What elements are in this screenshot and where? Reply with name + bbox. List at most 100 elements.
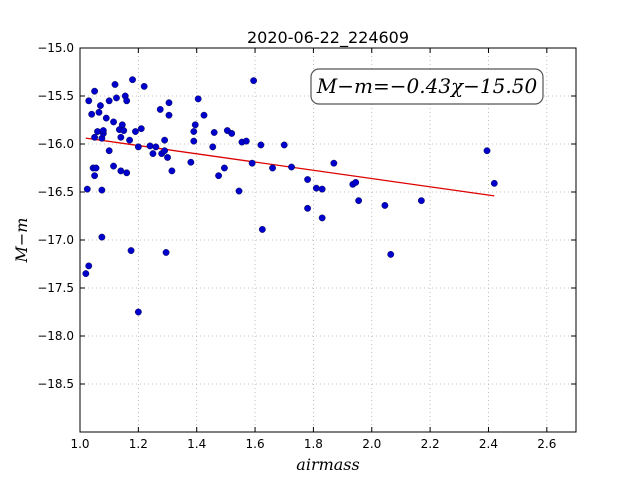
data-point (304, 176, 311, 183)
data-point (221, 164, 228, 172)
data-point (161, 136, 169, 144)
data-point (387, 250, 395, 258)
y-tick-label: −18.0 (37, 329, 74, 343)
data-point (117, 133, 125, 141)
data-point (165, 111, 173, 119)
y-tick-label: −18.5 (37, 377, 74, 391)
data-point (318, 214, 326, 222)
annotation-box (310, 68, 544, 105)
data-point (190, 128, 198, 135)
y-tick-label: −17.5 (37, 281, 74, 295)
y-tick-label: −15.0 (37, 41, 74, 55)
data-point (149, 150, 157, 158)
data-point (228, 130, 236, 137)
data-point (242, 137, 250, 145)
y-tick-label: −16.5 (37, 185, 74, 199)
x-tick-label: 1.4 (187, 437, 206, 451)
data-points (82, 76, 498, 316)
data-point (417, 197, 425, 205)
y-axis-label: M−m (12, 218, 31, 264)
data-point (105, 97, 113, 105)
data-point (111, 81, 119, 88)
data-point (288, 163, 295, 171)
x-tick-label: 1.8 (304, 437, 323, 451)
data-point (248, 159, 256, 167)
data-point (156, 106, 164, 113)
data-point (91, 87, 98, 95)
data-point (280, 141, 288, 149)
data-point (312, 184, 320, 192)
x-tick-label: 2.4 (479, 437, 498, 451)
data-point (140, 83, 148, 90)
data-point (191, 121, 199, 129)
x-tick-label: 2.0 (362, 437, 381, 451)
data-point (200, 111, 208, 119)
x-tick-label: 1.0 (70, 437, 89, 451)
data-point (123, 97, 131, 105)
x-tick-label: 1.2 (129, 437, 148, 451)
chart-title: 2020-06-22_224609 (247, 28, 409, 48)
fit-equation: M−m=−0.43χ−15.50 (316, 74, 538, 98)
data-point (102, 114, 110, 122)
data-point (91, 133, 98, 141)
data-point (113, 94, 120, 102)
data-point (126, 136, 134, 144)
data-point (95, 108, 103, 116)
data-point (105, 147, 113, 155)
data-point (134, 143, 142, 151)
data-point (152, 143, 160, 151)
data-point (352, 178, 360, 186)
data-point (110, 162, 117, 170)
data-point (132, 128, 139, 135)
data-point (483, 147, 491, 155)
data-point (304, 204, 311, 212)
data-point (137, 125, 145, 133)
data-point (235, 187, 243, 195)
x-tick-label: 2.2 (421, 437, 440, 451)
data-point (118, 121, 126, 129)
y-tick-label: −17.0 (37, 233, 74, 247)
data-point (85, 262, 93, 270)
data-point (117, 167, 125, 175)
x-tick-label: 1.6 (246, 437, 265, 451)
data-point (161, 147, 169, 155)
data-point (209, 143, 217, 151)
data-point (85, 97, 93, 105)
data-point (123, 169, 131, 177)
data-point (97, 102, 104, 110)
x-axis-label: airmass (296, 455, 359, 474)
data-point (83, 185, 91, 193)
data-point (120, 127, 128, 134)
data-point (146, 142, 154, 150)
data-point (490, 179, 498, 187)
data-point (92, 164, 100, 172)
data-point (355, 197, 363, 205)
data-point (330, 159, 338, 167)
data-point (190, 137, 198, 145)
data-point (269, 164, 276, 172)
data-point (129, 76, 136, 84)
data-point (98, 186, 106, 194)
data-point (250, 77, 258, 85)
data-point (258, 226, 266, 233)
data-point (110, 118, 117, 126)
data-point (134, 308, 142, 316)
data-point (127, 247, 135, 254)
x-tick-labels: 1.0 1.2 1.4 1.6 1.8 2.0 2.2 2.4 2.6 (70, 437, 556, 451)
y-tick-labels: −15.0 −15.5 −16.0 −16.5 −17.0 −17.5 −18.0 −18.5 (37, 41, 74, 391)
data-point (82, 270, 90, 277)
data-point (91, 172, 98, 180)
data-point (187, 158, 195, 166)
data-point (94, 128, 101, 135)
data-point (99, 127, 107, 134)
data-point (318, 185, 326, 193)
data-point (381, 202, 389, 209)
data-point (88, 110, 96, 118)
y-tick-label: −15.5 (37, 89, 74, 103)
data-point (164, 154, 171, 161)
y-tick-label: −16.0 (37, 137, 74, 151)
data-point (162, 249, 170, 256)
data-point (257, 141, 265, 149)
data-point (194, 95, 202, 103)
